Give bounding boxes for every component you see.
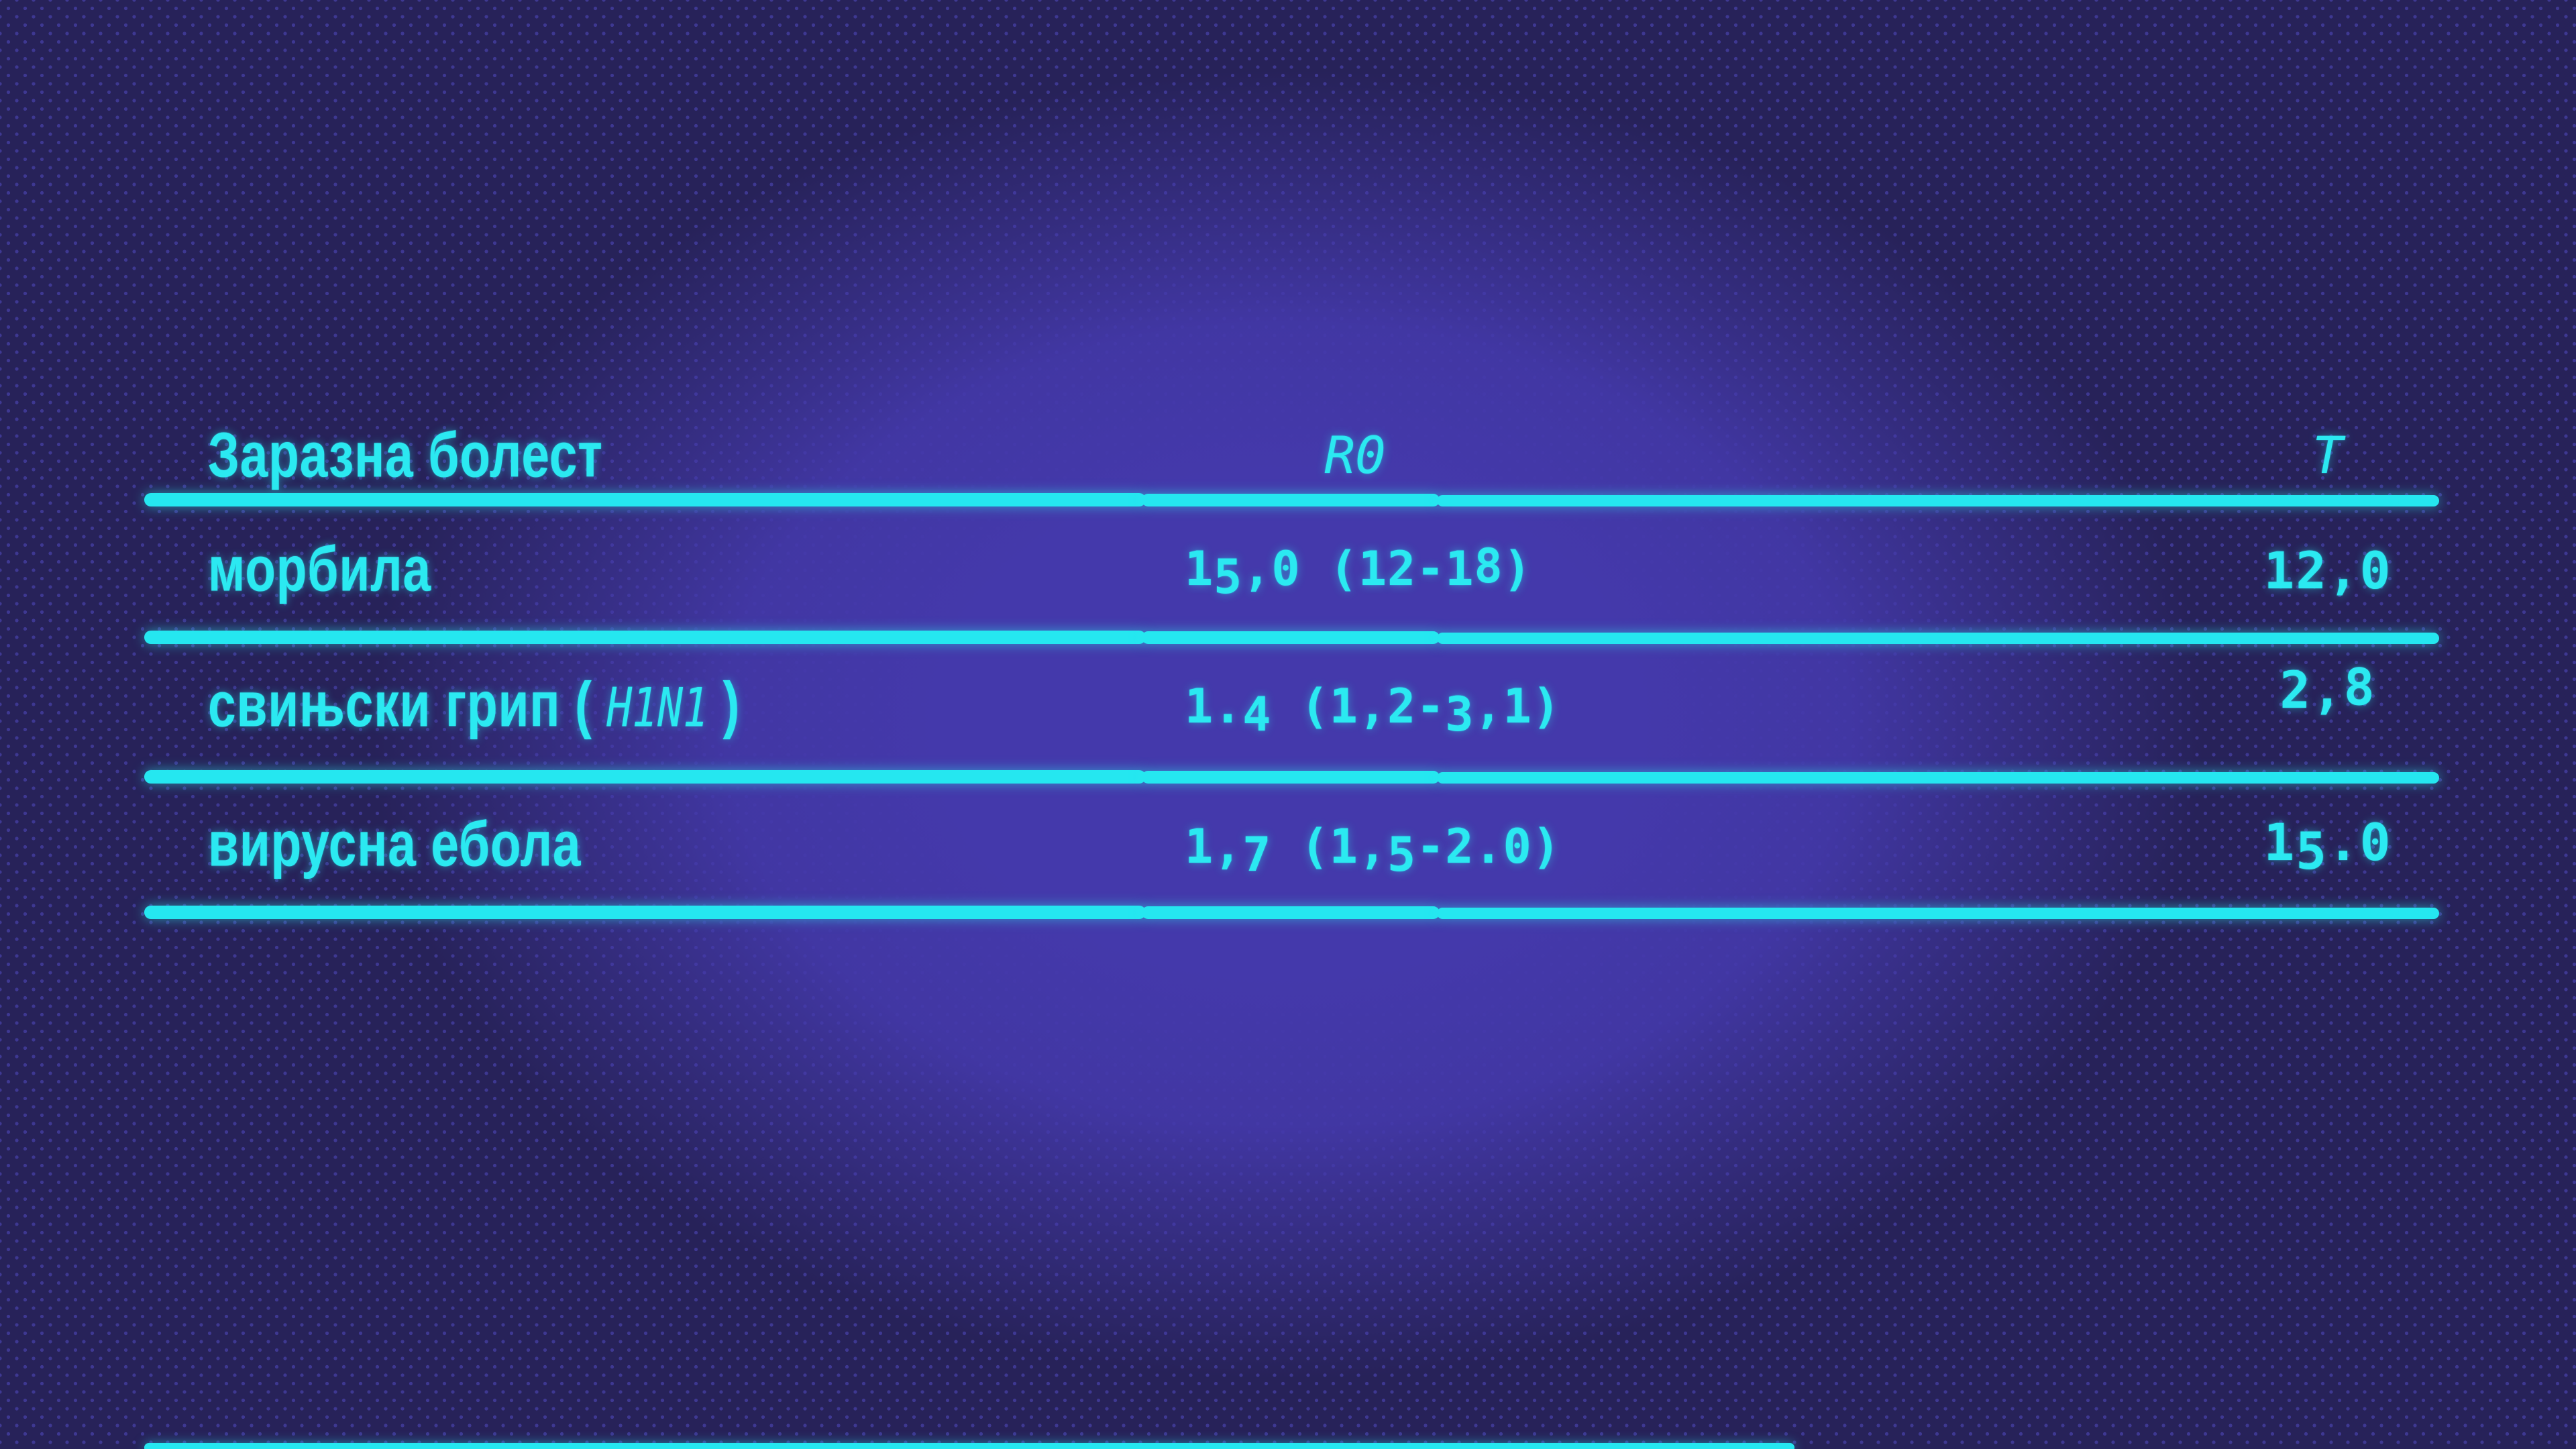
table-row-disease-name: свињски грип ( H1N1 ) <box>208 668 1161 740</box>
disease-name-post: ) <box>708 668 741 740</box>
table-row-t-value: 15.0 <box>2160 808 2496 881</box>
r0-value-text: 1,7 (1,5-2.0) <box>1185 819 1561 882</box>
table-row-r0-value: 15,0 (12-18) <box>1185 535 2191 604</box>
table-divider <box>144 906 2442 922</box>
table-divider <box>144 493 2442 509</box>
header-t-text: T <box>2312 425 2343 485</box>
table-row-r0-value: 1,7 (1,5-2.0) <box>1185 813 2191 882</box>
r0-value-text: 1.4 (1,2-3,1) <box>1185 679 1561 742</box>
table-row-r0-value: 1.4 (1,2-3,1) <box>1185 673 2191 742</box>
disease-name-formula: H1N1 <box>606 676 708 739</box>
divider-segment <box>1142 906 1440 919</box>
r0-value-text: 15,0 (12-18) <box>1185 538 1532 604</box>
divider-segment <box>1437 495 2439 506</box>
t-value-text: 12,0 <box>2263 540 2392 600</box>
divider-segment <box>144 493 1146 506</box>
t-value-text: 15.0 <box>2263 812 2392 881</box>
disease-name-text: вирусна ебола <box>208 807 581 881</box>
divider-segment <box>144 770 1146 784</box>
divider-segment <box>1437 633 2439 644</box>
divider-segment <box>144 631 1146 644</box>
table-row-t-value: 2,8 <box>2160 656 2496 723</box>
table-row-disease-name: морбила <box>208 533 1161 604</box>
disease-name-text: свињски грип ( H1N1 ) <box>208 667 740 741</box>
header-disease: Заразна болест <box>208 419 1161 490</box>
disease-name-pre: свињски грип ( <box>208 668 607 740</box>
header-disease-text: Заразна болест <box>208 419 603 490</box>
divider-segment <box>1437 908 2439 919</box>
table-row-disease-name: вирусна ебола <box>208 808 1161 879</box>
header-r0-text: R0 <box>1324 425 1386 485</box>
bottom-partial-divider <box>144 1443 1794 1449</box>
divider-segment <box>1437 772 2439 784</box>
disease-name-text: морбила <box>208 532 431 606</box>
table-divider <box>144 770 2442 786</box>
divider-segment <box>1142 494 1440 506</box>
table-divider <box>144 631 2442 647</box>
divider-segment <box>1142 771 1440 784</box>
header-t: T <box>2160 421 2496 488</box>
divider-segment <box>144 906 1146 919</box>
disease-name-pre: вирусна ебола <box>208 808 582 879</box>
t-value-text: 2,8 <box>2279 656 2376 720</box>
header-r0: R0 <box>1187 421 1523 488</box>
table-row-t-value: 12,0 <box>2160 537 2496 604</box>
disease-name-pre: морбила <box>208 533 431 604</box>
divider-segment <box>1142 631 1440 644</box>
